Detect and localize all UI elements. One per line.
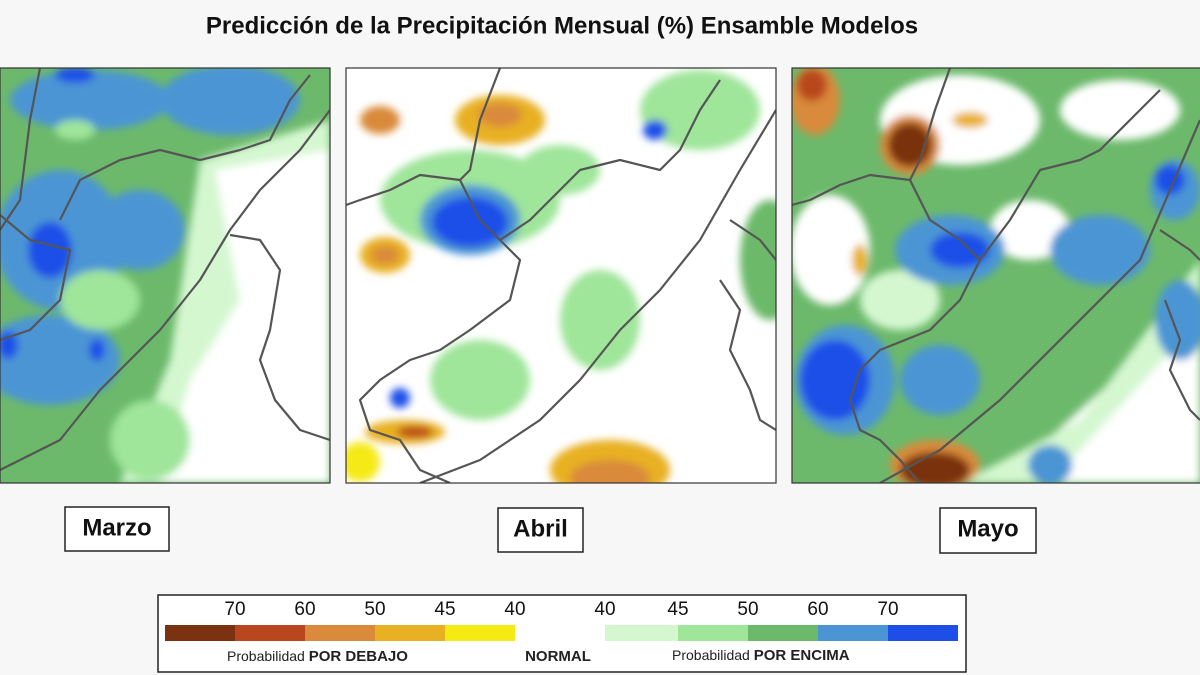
legend-tick: 60 — [294, 599, 315, 620]
legend-swatch — [375, 625, 445, 641]
legend-tick: 60 — [807, 599, 828, 620]
legend-tick: 45 — [667, 599, 688, 620]
legend-swatch — [888, 625, 958, 641]
label-box — [939, 507, 1037, 554]
legend-swatch — [235, 625, 305, 641]
legend-below: POR DEBAJO — [309, 648, 409, 665]
legend-bar: 70 60 50 45 40 40 45 50 60 70 — [165, 599, 958, 641]
legend-swatch — [165, 625, 235, 641]
legend-tick: 50 — [364, 599, 385, 620]
legend-swatch — [605, 625, 678, 641]
legend-swatch — [678, 625, 748, 641]
map-abril — [346, 68, 776, 483]
legend-swatch — [305, 625, 375, 641]
legend-swatch — [515, 625, 605, 641]
legend-prefix: Probabilidad — [227, 648, 305, 664]
legend-normal: NORMAL — [525, 648, 591, 665]
panel-frame — [791, 67, 1200, 484]
legend-tick: 45 — [434, 599, 455, 620]
legend-swatch — [445, 625, 515, 641]
legend-tick: 40 — [504, 599, 525, 620]
title: Predicción de la Precipitación Mensual (… — [206, 12, 918, 39]
legend-prefix: Probabilidad — [672, 647, 750, 663]
month-label: Abril — [513, 515, 568, 542]
legend-tick: 40 — [594, 599, 615, 620]
legend-swatch — [748, 625, 818, 641]
legend-tick: 70 — [877, 599, 898, 620]
map-marzo — [0, 68, 330, 483]
month-label: Mayo — [957, 515, 1018, 542]
legend-caption: Probabilidad POR ENCIMA — [672, 647, 850, 664]
map-mayo — [792, 68, 1200, 483]
panel-frame — [345, 67, 777, 484]
legend-swatch — [818, 625, 888, 641]
panel-frame — [0, 67, 331, 484]
month-label: Marzo — [82, 514, 151, 541]
legend-tick: 50 — [737, 599, 758, 620]
legend-above: POR ENCIMA — [754, 647, 850, 664]
label-box — [64, 506, 170, 552]
legend-caption: Probabilidad POR DEBAJO — [227, 648, 408, 665]
label-box — [497, 507, 584, 553]
legend-tick: 70 — [224, 599, 245, 620]
